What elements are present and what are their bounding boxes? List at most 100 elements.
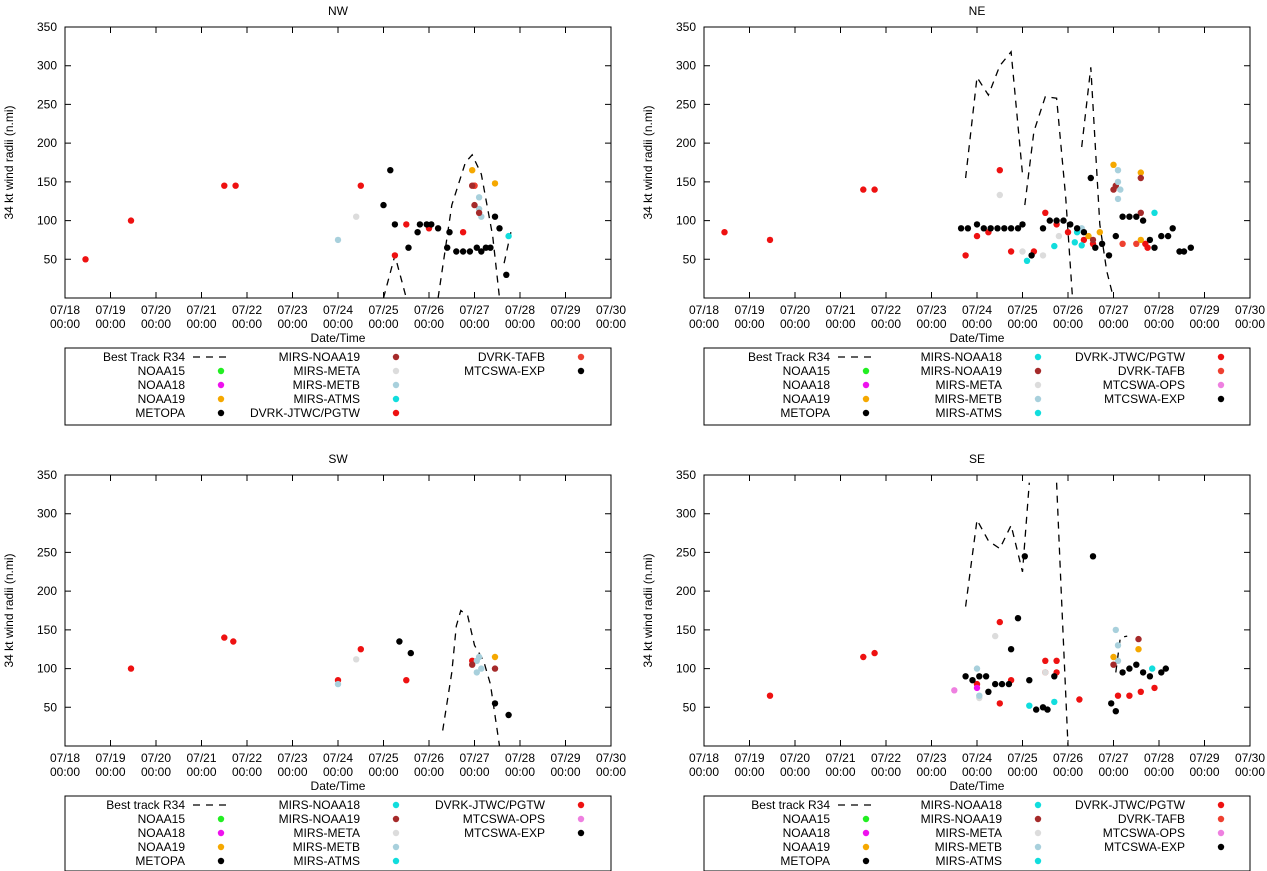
point-dvrk-jtwc-pgtw	[459, 229, 467, 236]
y-tick-label: 250	[676, 97, 696, 111]
point-mtcswa-exp	[1105, 252, 1113, 259]
x-tick-date: 07/18	[50, 751, 80, 765]
point-mtcswa-exp	[1146, 236, 1154, 244]
legend-entry: MTCSWA-OPS	[1103, 378, 1225, 392]
legend-label: MIRS-META	[294, 826, 360, 840]
y-tick-label: 200	[37, 136, 57, 150]
plot-area	[721, 50, 1195, 298]
x-tick-date: 07/29	[1189, 751, 1219, 765]
point-dvrk-jtwc-pgtw	[403, 677, 410, 684]
point-mtcswa-exp	[1073, 225, 1081, 232]
x-tick-date: 07/21	[825, 303, 855, 317]
x-tick-time: 00:00	[368, 317, 398, 331]
point-mtcswa-exp	[1108, 700, 1115, 707]
legend-swatch-dot	[1034, 815, 1042, 823]
best-track-line	[1055, 482, 1069, 746]
legend-label: MTCSWA-OPS	[1103, 378, 1185, 392]
x-tick-time: 00:00	[459, 317, 489, 331]
legend-label: MIRS-NOAA18	[921, 350, 1003, 364]
point-mtcswa-exp	[1044, 706, 1051, 713]
x-tick-date: 07/21	[825, 751, 855, 765]
point-dvrk-jtwc-pgtw	[1151, 684, 1158, 692]
legend-swatch-dot	[577, 829, 585, 837]
point-mirs-noaa19	[1110, 661, 1117, 668]
legend-entry: MIRS-NOAA19	[921, 364, 1042, 378]
point-mtcswa-exp	[478, 248, 485, 255]
point-dvrk-jtwc-pgtw	[232, 182, 239, 189]
point-mtcswa-exp	[387, 167, 394, 174]
legend-entry: DVRK-JTWC/PGTW	[435, 798, 585, 812]
x-tick-time: 00:00	[368, 765, 398, 779]
legend-entry: MIRS-ATMS	[936, 406, 1042, 420]
point-mtcswa-exp	[491, 213, 499, 220]
legend-label: MIRS-ATMS	[936, 854, 1002, 868]
chart-title: SW	[328, 452, 348, 466]
point-mirs-noaa19	[471, 201, 478, 209]
legend-swatch-dot	[1034, 857, 1042, 865]
point-dvrk-jtwc-pgtw	[871, 186, 878, 193]
legend-label: NOAA19	[783, 392, 831, 406]
point-dvrk-jtwc-pgtw	[766, 692, 774, 699]
legend-swatch-dot	[862, 367, 870, 375]
plot-area	[127, 609, 512, 746]
point-mirs-noaa18	[1026, 702, 1033, 709]
point-dvrk-jtwc-pgtw	[1042, 657, 1049, 664]
legend-entry: DVRK-JTWC/PGTW	[1075, 798, 1225, 812]
point-mirs-metb	[1114, 195, 1122, 203]
legend-label: NOAA15	[138, 812, 186, 826]
point-mtcswa-exp	[1112, 232, 1120, 240]
x-tick-date: 07/29	[550, 751, 580, 765]
y-axis-label: 34 kt wind radii (n.mi)	[2, 553, 16, 667]
legend-swatch-dot	[1217, 801, 1225, 809]
legend-label: NOAA19	[138, 392, 186, 406]
x-tick-time: 00:00	[50, 765, 80, 779]
x-tick-time: 00:00	[780, 765, 810, 779]
best-track-line	[1024, 95, 1074, 298]
legend-entry: MIRS-META	[936, 378, 1042, 392]
plot-frame	[64, 26, 612, 299]
point-dvrk-jtwc-pgtw	[221, 634, 228, 641]
x-tick-time: 00:00	[1189, 765, 1219, 779]
x-tick-time: 00:00	[232, 765, 262, 779]
legend-entry: MTCSWA-EXP	[464, 826, 585, 840]
legend-swatch-dot	[392, 353, 400, 361]
point-mtcswa-exp	[1039, 225, 1047, 232]
x-tick-time: 00:00	[596, 765, 626, 779]
legend-swatch-dot	[1034, 395, 1042, 403]
legend-entry: DVRK-JTWC/PGTW	[1075, 350, 1225, 364]
y-tick-label: 100	[37, 662, 57, 676]
best-track-line	[964, 482, 1030, 607]
x-tick-time: 00:00	[505, 765, 535, 779]
point-mtcswa-exp	[1014, 615, 1022, 622]
y-tick-label: 250	[37, 545, 57, 559]
x-tick-date: 07/29	[550, 303, 580, 317]
point-mtcswa-exp	[1060, 217, 1067, 224]
point-mirs-metb	[334, 680, 342, 688]
point-noaa19	[1085, 232, 1092, 240]
legend-label: MTCSWA-EXP	[464, 364, 545, 378]
x-tick-time: 00:00	[505, 317, 535, 331]
point-mtcswa-exp	[982, 673, 990, 680]
point-noaa19	[491, 180, 499, 187]
legend-label: MIRS-META	[936, 826, 1002, 840]
legend-swatch-dot	[1034, 829, 1042, 837]
x-tick-time: 00:00	[1098, 765, 1128, 779]
point-mirs-metb	[334, 236, 342, 244]
point-mirs-noaa19	[1135, 635, 1142, 643]
legend-label: MTCSWA-EXP	[464, 826, 545, 840]
legend-swatch-dot	[1034, 367, 1042, 375]
legend-swatch-dot	[217, 381, 225, 389]
legend-label: NOAA18	[138, 378, 186, 392]
x-tick-time: 00:00	[550, 317, 580, 331]
legend-swatch-dot	[1034, 843, 1042, 851]
point-mtcswa-exp	[1139, 217, 1147, 224]
point-mirs-metb	[1114, 167, 1122, 174]
point-mtcswa-exp	[1021, 553, 1028, 560]
point-mtcswa-exp	[980, 225, 987, 232]
legend-label: NOAA18	[138, 826, 186, 840]
x-tick-date: 07/27	[459, 303, 489, 317]
legend-label: MTCSWA-OPS	[1103, 826, 1185, 840]
x-tick-date: 07/30	[596, 751, 626, 765]
legend-label: DVRK-TAFB	[1118, 364, 1185, 378]
